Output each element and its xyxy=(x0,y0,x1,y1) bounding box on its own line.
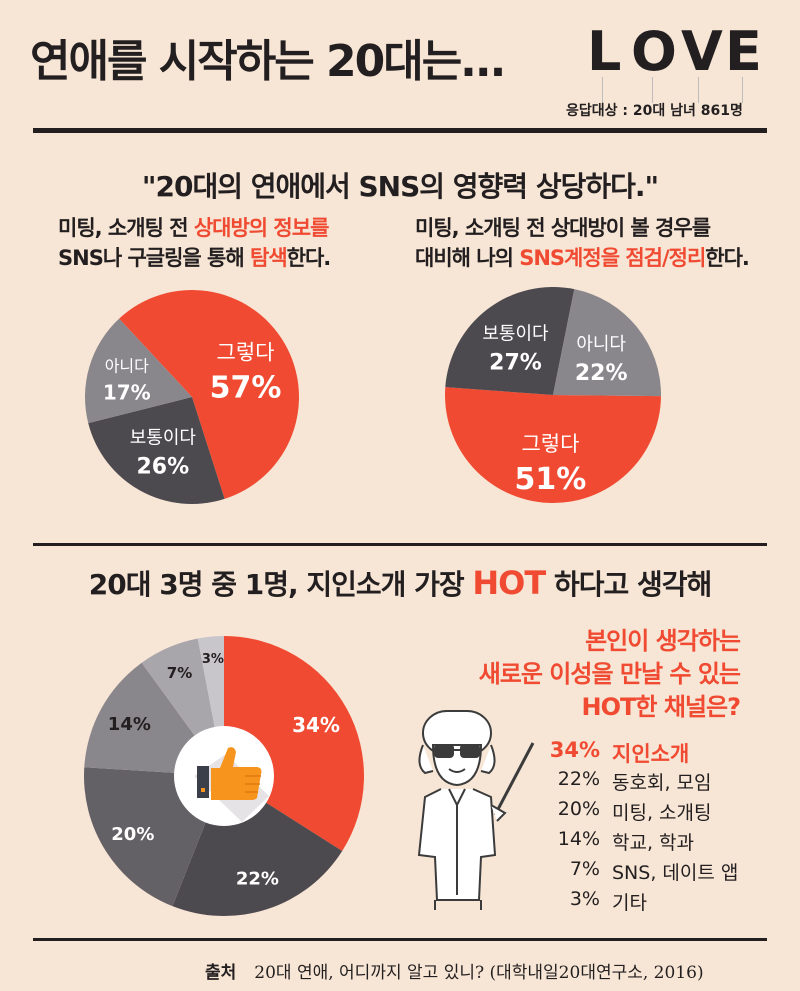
professor-illustration xyxy=(417,710,535,910)
slice-value: 22% xyxy=(575,361,628,386)
slice-value: 20% xyxy=(111,824,154,845)
footer-divider xyxy=(33,938,767,941)
love-logo: L O V E xyxy=(585,25,775,105)
slice-value: 51% xyxy=(515,462,587,497)
pie-chart-sns-cleanup: 그렇다 51% 보통이다 27% 아니다 22% xyxy=(445,287,662,503)
slice-value: 26% xyxy=(137,454,190,479)
slice-value: 34% xyxy=(292,713,340,737)
pie-slice xyxy=(553,289,662,397)
pie-chart-sns-search: 그렇다 57% 보통이다 26% 아니다 17% xyxy=(84,290,300,504)
slice-value: 22% xyxy=(236,869,279,890)
section2-pie-chart: 34% 22% 20% 14% 7% 3% xyxy=(84,636,364,916)
channel-question: 본인이 생각하는 새로운 이성을 만날 수 있는 HOT한 채널은? xyxy=(478,627,741,721)
slice-value: 57% xyxy=(210,371,282,406)
legend-item: 20% 미팅, 소개팅 xyxy=(557,798,712,824)
slice-value: 3% xyxy=(202,652,224,667)
legend-item: 7% SNS, 데이트 앱 xyxy=(569,858,739,884)
legend-item: 3% 기타 xyxy=(569,888,647,914)
logo-letter: V xyxy=(681,20,723,83)
slice-label: 보통이다 xyxy=(482,324,549,345)
legend-item: 14% 학교, 학과 xyxy=(557,828,694,854)
slice-label: 그렇다 xyxy=(217,341,275,365)
pie-slice xyxy=(445,387,661,503)
page-title: 연애를 시작하는 20대는... xyxy=(30,36,506,87)
logo-letter: O xyxy=(631,20,677,83)
section2-headline: 20대 3명 중 1명, 지인소개 가장 HOT 하다고 생각해 xyxy=(88,564,713,602)
thumbs-up-icon xyxy=(197,747,262,800)
legend-item: 34% 지인소개 xyxy=(549,738,690,766)
pie-slice xyxy=(445,287,575,395)
source-note: 출처 20대 연애, 어디까지 알고 있니? (대학내일20대연구소, 2016) xyxy=(205,963,704,983)
slice-label: 아니다 xyxy=(576,334,626,355)
section1-pie-charts: 그렇다 57% 보통이다 26% 아니다 17% 그렇다 51% 보통이다 27% 아니다 22% xyxy=(84,287,662,504)
legend-item: 22% 동호회, 모임 xyxy=(557,768,712,794)
section-divider xyxy=(33,543,767,546)
slice-label: 아니다 xyxy=(105,357,149,376)
logo-letter: E xyxy=(725,20,762,83)
slice-label: 보통이다 xyxy=(130,427,197,448)
pie-slice xyxy=(119,290,300,499)
pie-slice xyxy=(84,318,192,424)
slice-value: 17% xyxy=(103,381,151,405)
left-description: 미팅, 소개팅 전 상대방의 정보를 SNS나 구글링을 통해 탐색한다. xyxy=(58,216,331,270)
pie-slice xyxy=(88,397,225,504)
center-badge xyxy=(174,726,274,826)
right-description: 미팅, 소개팅 전 상대방이 볼 경우를 대비해 나의 SNS계정을 점검/정리… xyxy=(415,216,750,270)
slice-label: 그렇다 xyxy=(521,432,579,456)
logo-letter: L xyxy=(587,20,622,83)
respondents-note: 응답대상 : 20대 남녀 861명 xyxy=(566,103,743,119)
slice-value: 7% xyxy=(167,664,192,682)
slice-value: 27% xyxy=(489,351,542,376)
header-divider xyxy=(33,128,767,133)
section1-headline: "20대의 연애에서 SNS의 영향력 상당하다." xyxy=(141,170,659,203)
slice-value: 14% xyxy=(108,714,151,735)
channel-legend: 34% 지인소개 22% 동호회, 모임 20% 미팅, 소개팅 14% 학교, 학과 … xyxy=(540,738,739,918)
